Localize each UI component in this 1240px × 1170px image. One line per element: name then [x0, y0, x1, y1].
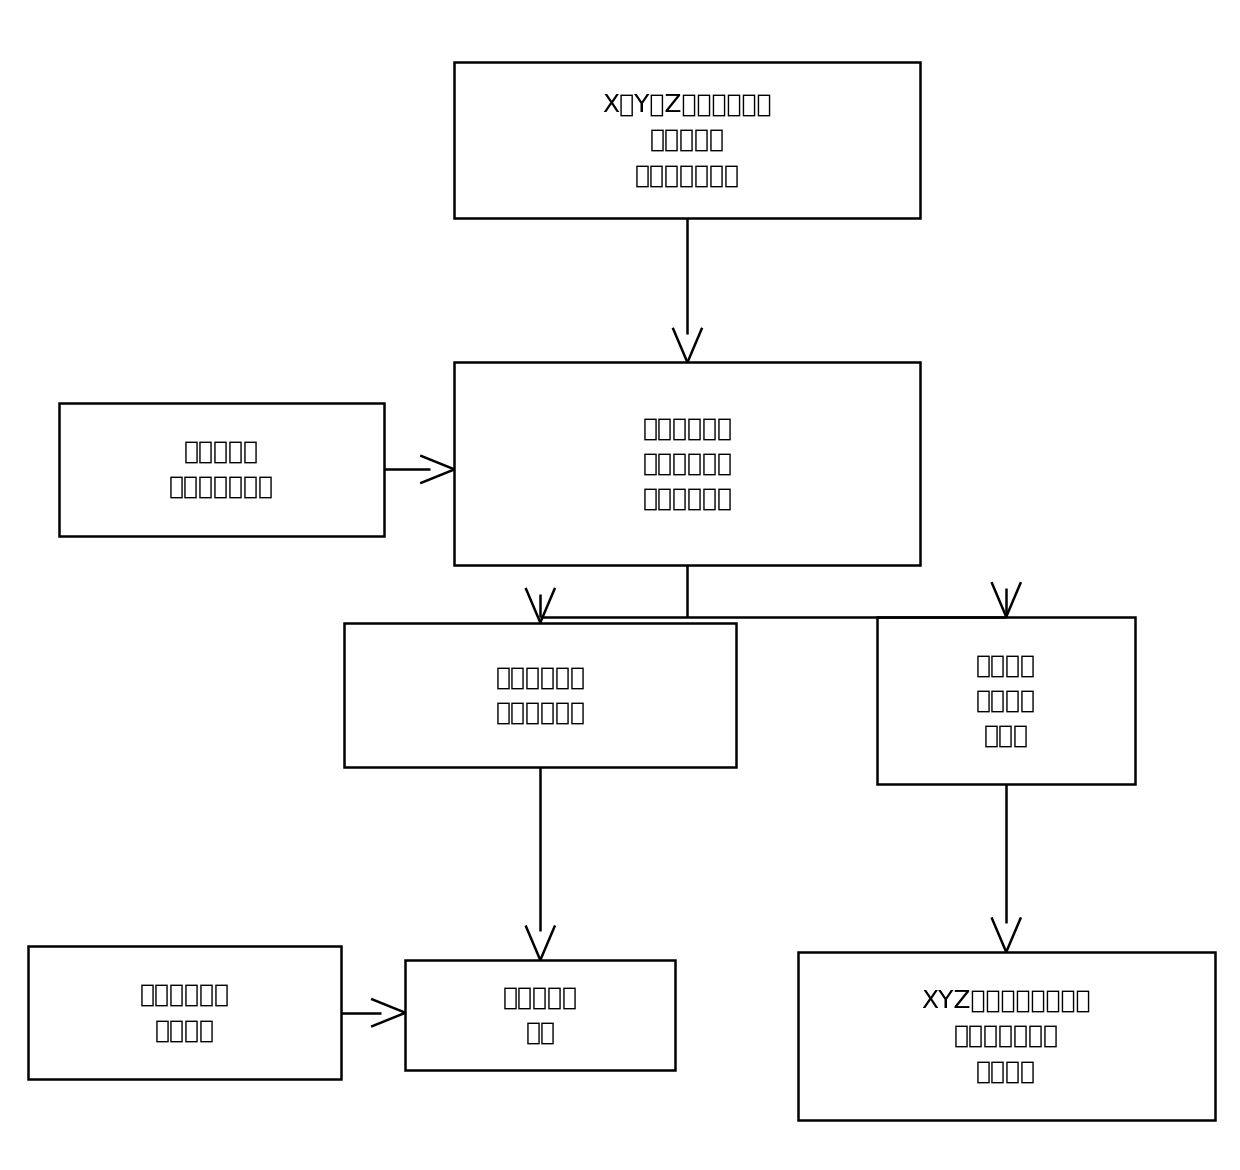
Bar: [455, 363, 920, 565]
Bar: [878, 617, 1135, 784]
Bar: [60, 402, 384, 536]
Bar: [797, 952, 1215, 1120]
Text: XYZ轴进行位移控制，
吐胶量通过电机
控制吐胶: XYZ轴进行位移控制， 吐胶量通过电机 控制吐胶: [921, 989, 1091, 1083]
Bar: [29, 947, 341, 1079]
Text: 中央处理器进
行控制转换，
输出控制命令: 中央处理器进 行控制转换， 输出控制命令: [642, 417, 733, 511]
Text: 紫外光驱动器
进行命令转换: 紫外光驱动器 进行命令转换: [495, 665, 585, 724]
Text: 紫外光强度
调整: 紫外光强度 调整: [502, 985, 578, 1045]
Bar: [345, 622, 737, 768]
Bar: [455, 62, 920, 218]
Bar: [405, 961, 675, 1071]
Text: X、Y、Z三维图形设定
吐胶量设定
紫外光强度设定: X、Y、Z三维图形设定 吐胶量设定 紫外光强度设定: [603, 92, 773, 187]
Text: 紫外光强度
测试件测试光强: 紫外光强度 测试件测试光强: [169, 440, 274, 500]
Text: 紫外光照射与
强度变化: 紫外光照射与 强度变化: [140, 983, 229, 1042]
Text: 电机驱动
器进行命
令转换: 电机驱动 器进行命 令转换: [976, 653, 1037, 748]
